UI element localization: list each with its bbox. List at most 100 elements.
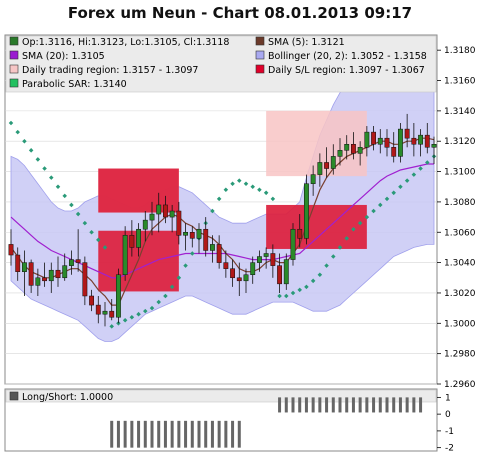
legend-swatch [9,50,19,60]
sar-point [96,237,101,243]
candle-body [15,254,21,272]
long-short-bar [338,397,342,413]
legend-box [5,35,437,93]
legend-label: Op:1.3116, Hi:1.3123, Lo:1.3105, Cl:1.31… [22,37,229,48]
candle-body [8,244,14,256]
candle-body [404,128,410,139]
legend-label: Daily trading region: 1.3157 - 1.3097 [22,65,198,76]
long-short-bar [204,420,208,448]
long-short-bar [237,420,241,448]
sar-point [176,275,182,281]
candle-body [21,262,27,272]
candle-body [384,137,390,148]
legend-swatch [9,36,19,46]
sar-point [310,278,316,284]
candle-body [310,174,316,184]
candle-body [263,253,269,257]
long-short-bar [163,420,167,448]
long-short-bar [385,397,389,413]
long-short-bar [217,420,221,448]
candle-body [122,235,128,275]
sar-point [297,287,302,293]
candle-body [156,204,162,215]
long-short-bar [311,397,315,413]
sar-point [49,175,54,180]
long-short-bar [392,397,396,413]
region-4 [266,204,367,249]
y-tick-label: 1.3020 [444,289,476,299]
y-tick-label: 1.3120 [444,137,476,147]
sar-point [290,290,296,296]
candle-body [82,262,88,297]
legend-label: SMA (20): 1.3105 [22,51,105,62]
candle-body [317,162,323,175]
candle-body [189,232,195,239]
long-short-bar [318,397,322,413]
long-short-bar [405,397,409,413]
sar-point [304,284,309,290]
candle-body [162,204,168,218]
candle-body [203,228,209,251]
sar-point [122,318,128,323]
candle-body [209,244,215,251]
sar-point [149,305,155,311]
sar-point [143,308,148,314]
sar-point [344,236,349,241]
candle-body [183,232,189,236]
candle-body [371,131,377,145]
candle-body [283,259,289,285]
y-tick-label: 1.3080 [444,198,476,208]
long-short-bar [278,397,282,413]
long-short-bar [150,420,154,448]
chart-title: Forex um Neun - Chart 08.01.2013 09:17 [67,4,413,22]
candle-body [411,137,417,145]
sar-point [351,226,356,232]
y-tick-label: 1.3060 [444,228,476,238]
candle-body [230,268,236,279]
sar-point [317,272,323,278]
sar-point [89,229,94,235]
candle-body [324,162,330,169]
candle-body [431,144,437,148]
candle-body [377,137,383,145]
sar-point [324,263,329,268]
legend-swatch [9,64,19,74]
long-short-bar [197,420,201,448]
long-short-bar [110,420,114,448]
y-tick-label: 1.2960 [444,380,476,390]
long-short-bar [325,397,329,413]
lower-tick-label: 0 [445,410,451,420]
candle-body [344,144,350,151]
sar-point [257,187,262,193]
y-tick-label: 1.3000 [444,319,476,329]
sar-point [398,184,403,190]
legend-label: Daily S/L region: 1.3097 - 1.3067 [268,65,425,76]
candle-body [350,144,356,154]
candle-body [223,262,229,269]
candle-body [418,134,424,145]
candle-body [115,274,121,318]
long-short-bar [331,397,335,413]
sar-point [129,314,135,320]
long-short-bar [358,397,362,413]
legend-label: Bollinger (20, 2): 1.3052 - 1.3158 [268,51,427,62]
legend-swatch [9,78,19,88]
sar-point [62,193,67,199]
candle-body [397,128,403,157]
sar-point [35,157,41,162]
long-short-bar [412,397,416,413]
candle-body [357,147,363,154]
sar-point [82,220,88,226]
long-short-bar [372,397,376,413]
candle-body [129,235,135,248]
sar-point [15,129,20,135]
long-short-bar [304,397,308,413]
lower-legend-label: Long/Short: 1.0000 [22,392,113,403]
candle-body [75,259,81,263]
long-short-bar [365,397,369,413]
sar-point [284,293,289,299]
long-short-bar [351,397,355,413]
long-short-bar [177,420,181,448]
candle-body [176,210,182,236]
